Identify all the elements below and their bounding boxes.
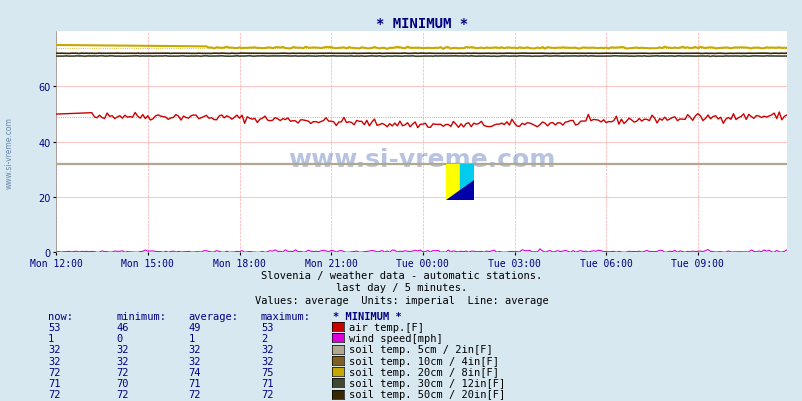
Text: 70: 70 <box>116 378 129 388</box>
Text: 75: 75 <box>261 367 273 377</box>
Text: 72: 72 <box>48 367 61 377</box>
Text: average:: average: <box>188 311 238 321</box>
Text: 46: 46 <box>116 322 129 332</box>
Text: soil temp. 10cm / 4in[F]: soil temp. 10cm / 4in[F] <box>349 356 499 366</box>
Text: 32: 32 <box>261 344 273 354</box>
Text: 74: 74 <box>188 367 201 377</box>
Text: 32: 32 <box>48 356 61 366</box>
Text: www.si-vreme.com: www.si-vreme.com <box>287 148 555 172</box>
Text: 72: 72 <box>261 389 273 399</box>
Text: 53: 53 <box>261 322 273 332</box>
Text: * MINIMUM *: * MINIMUM * <box>333 311 402 321</box>
Text: 71: 71 <box>188 378 201 388</box>
Text: 32: 32 <box>48 344 61 354</box>
Text: 0: 0 <box>116 333 123 343</box>
Text: Slovenia / weather data - automatic stations.: Slovenia / weather data - automatic stat… <box>261 271 541 281</box>
Text: 2: 2 <box>261 333 267 343</box>
Text: 72: 72 <box>188 389 201 399</box>
Text: 1: 1 <box>188 333 195 343</box>
Text: Values: average  Units: imperial  Line: average: Values: average Units: imperial Line: av… <box>254 295 548 305</box>
Text: 49: 49 <box>188 322 201 332</box>
Text: www.si-vreme.com: www.si-vreme.com <box>5 117 14 188</box>
Text: 32: 32 <box>188 344 201 354</box>
Text: 71: 71 <box>261 378 273 388</box>
Text: 32: 32 <box>116 356 129 366</box>
Text: 1: 1 <box>48 333 55 343</box>
Text: minimum:: minimum: <box>116 311 166 321</box>
Text: soil temp. 50cm / 20in[F]: soil temp. 50cm / 20in[F] <box>349 389 505 399</box>
Text: 32: 32 <box>116 344 129 354</box>
Text: last day / 5 minutes.: last day / 5 minutes. <box>335 283 467 293</box>
Text: now:: now: <box>48 311 73 321</box>
Text: 32: 32 <box>188 356 201 366</box>
Text: soil temp. 20cm / 8in[F]: soil temp. 20cm / 8in[F] <box>349 367 499 377</box>
Bar <box>445 164 459 200</box>
Text: soil temp. 30cm / 12in[F]: soil temp. 30cm / 12in[F] <box>349 378 505 388</box>
Text: 71: 71 <box>48 378 61 388</box>
Title: * MINIMUM *: * MINIMUM * <box>375 17 467 31</box>
Bar <box>459 164 473 200</box>
Polygon shape <box>445 180 473 200</box>
Text: 72: 72 <box>116 389 129 399</box>
Text: 53: 53 <box>48 322 61 332</box>
Text: 72: 72 <box>116 367 129 377</box>
Text: soil temp. 5cm / 2in[F]: soil temp. 5cm / 2in[F] <box>349 344 492 354</box>
Text: maximum:: maximum: <box>261 311 310 321</box>
Text: wind speed[mph]: wind speed[mph] <box>349 333 443 343</box>
Text: 32: 32 <box>261 356 273 366</box>
Text: air temp.[F]: air temp.[F] <box>349 322 423 332</box>
Text: 72: 72 <box>48 389 61 399</box>
